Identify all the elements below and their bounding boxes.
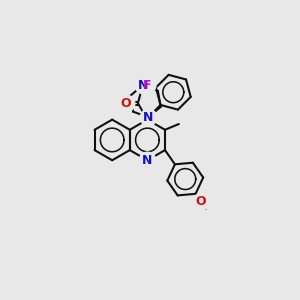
Text: O: O	[121, 97, 131, 110]
Text: N: N	[143, 111, 154, 124]
Text: F: F	[143, 79, 151, 92]
Text: O: O	[195, 194, 206, 208]
Text: N: N	[137, 79, 148, 92]
Text: N: N	[142, 154, 153, 167]
